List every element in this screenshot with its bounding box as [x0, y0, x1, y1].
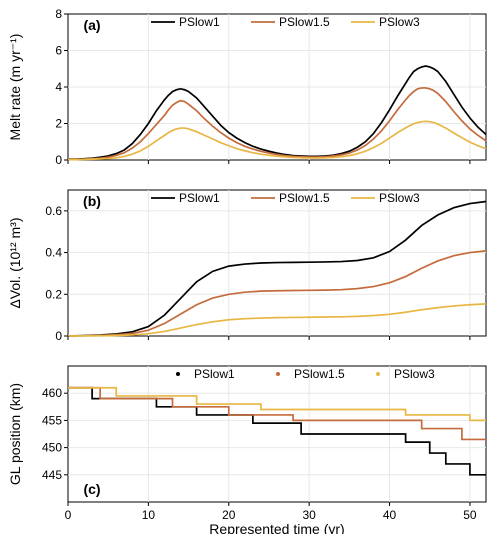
svg-text:450: 450	[42, 441, 62, 455]
legend-label-PSLow3: PSlow3	[379, 191, 420, 205]
panel-frame-2	[68, 366, 486, 502]
svg-text:455: 455	[42, 413, 62, 427]
panel-letter-1: (b)	[83, 193, 101, 209]
svg-text:0: 0	[55, 153, 62, 167]
svg-text:10: 10	[142, 508, 156, 522]
svg-text:6: 6	[55, 44, 62, 58]
ylabel-2: GL position (km)	[7, 383, 23, 485]
svg-text:8: 8	[55, 7, 62, 21]
ylabel-0: Melt rate (m yr⁻¹)	[7, 34, 23, 141]
panel-letter-2: (c)	[83, 481, 100, 497]
svg-text:30: 30	[302, 508, 316, 522]
svg-text:50: 50	[463, 508, 477, 522]
svg-text:0.6: 0.6	[45, 204, 62, 218]
legend-label-PSLow3: PSlow3	[394, 367, 435, 381]
svg-text:0: 0	[55, 329, 62, 343]
xlabel: Represented time (yr)	[209, 521, 344, 534]
panel-letter-0: (a)	[83, 17, 100, 33]
svg-text:460: 460	[42, 386, 62, 400]
svg-text:20: 20	[222, 508, 236, 522]
legend-label-PSLow3: PSlow3	[379, 15, 420, 29]
svg-text:2: 2	[55, 117, 62, 131]
legend-label-PSLow1: PSlow1	[179, 191, 220, 205]
legend-dot-PSLow1	[176, 372, 180, 376]
legend-label-PSLow1_5: PSlow1.5	[294, 367, 345, 381]
ylabel-1: ΔVol. (10¹² m³)	[7, 217, 23, 308]
legend-label-PSLow1_5: PSlow1.5	[279, 191, 330, 205]
legend-label-PSLow1: PSlow1	[179, 15, 220, 29]
svg-text:40: 40	[383, 508, 397, 522]
svg-text:445: 445	[42, 468, 62, 482]
legend-label-PSLow1: PSlow1	[194, 367, 235, 381]
svg-text:0.4: 0.4	[45, 246, 62, 260]
svg-text:0: 0	[65, 508, 72, 522]
legend-label-PSLow1_5: PSlow1.5	[279, 15, 330, 29]
legend-dot-PSLow3	[376, 372, 380, 376]
svg-text:4: 4	[55, 80, 62, 94]
legend-dot-PSLow1_5	[276, 372, 280, 376]
svg-text:0.2: 0.2	[45, 287, 62, 301]
